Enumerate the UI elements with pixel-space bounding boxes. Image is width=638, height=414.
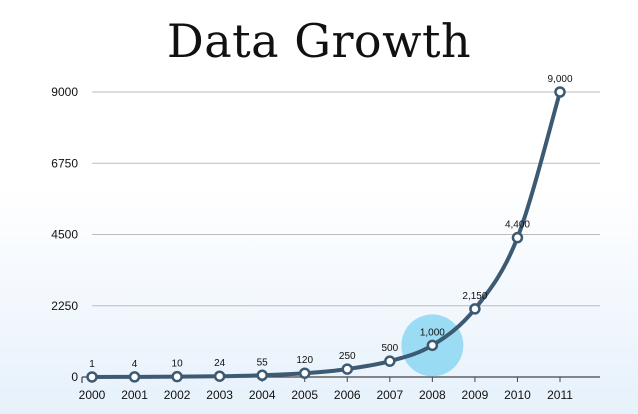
data-label-2008: 1,000 <box>420 327 445 338</box>
x-tick-label: 2009 <box>462 388 489 402</box>
x-tick-label: 2007 <box>376 388 403 402</box>
x-tick-label: 2002 <box>164 388 191 402</box>
data-label-2001: 4 <box>132 359 138 370</box>
data-label-2011: 9,000 <box>547 74 572 85</box>
data-label-2010: 4,400 <box>505 220 530 231</box>
x-tick-label: 2001 <box>121 388 148 402</box>
data-point-2006 <box>341 363 354 375</box>
x-tick-label: 2010 <box>504 388 531 402</box>
x-tick-label: 2000 <box>79 388 106 402</box>
data-point-2002 <box>171 370 183 383</box>
data-point-2003 <box>213 370 226 382</box>
x-tick-label: 2003 <box>206 388 233 402</box>
data-label-2009: 2,150 <box>462 291 487 302</box>
x-tick-label: 2011 <box>547 388 573 402</box>
data-point-2000 <box>86 371 98 383</box>
data-point-2004 <box>256 369 268 382</box>
data-label-2005: 120 <box>296 355 313 366</box>
y-tick-label: 0 <box>71 370 78 384</box>
data-point-2001 <box>128 371 141 383</box>
data-points <box>86 86 566 383</box>
data-label-2006: 250 <box>339 351 356 362</box>
data-label-2002: 10 <box>172 359 184 370</box>
data-labels: 1 4 10 24 55 120 250 500 1,000 2,150 4,400 9,000 <box>89 74 573 370</box>
gridlines <box>92 91 600 307</box>
y-tick-label: 4500 <box>51 228 78 242</box>
data-point-2005 <box>298 367 311 379</box>
data-label-2007: 500 <box>381 343 398 354</box>
data-point-2010 <box>511 231 524 244</box>
data-point-2011 <box>554 86 566 98</box>
chart-title: Data Growth <box>166 14 472 68</box>
data-label-2003: 24 <box>214 358 226 369</box>
x-tick-label: 2008 <box>419 388 446 402</box>
data-label-2000: 1 <box>89 359 95 370</box>
y-tick-label: 6750 <box>51 156 78 170</box>
x-tick-label: 2005 <box>291 388 318 402</box>
y-tick-label: 2250 <box>51 299 78 313</box>
data-label-2004: 55 <box>257 357 269 368</box>
data-point-2009 <box>469 303 481 315</box>
x-tick-label: 2004 <box>249 388 276 402</box>
y-tick-label: 9000 <box>51 85 78 99</box>
x-tick-label: 2006 <box>334 388 361 402</box>
data-point-2008 <box>426 339 439 352</box>
data-point-2007 <box>384 355 396 367</box>
